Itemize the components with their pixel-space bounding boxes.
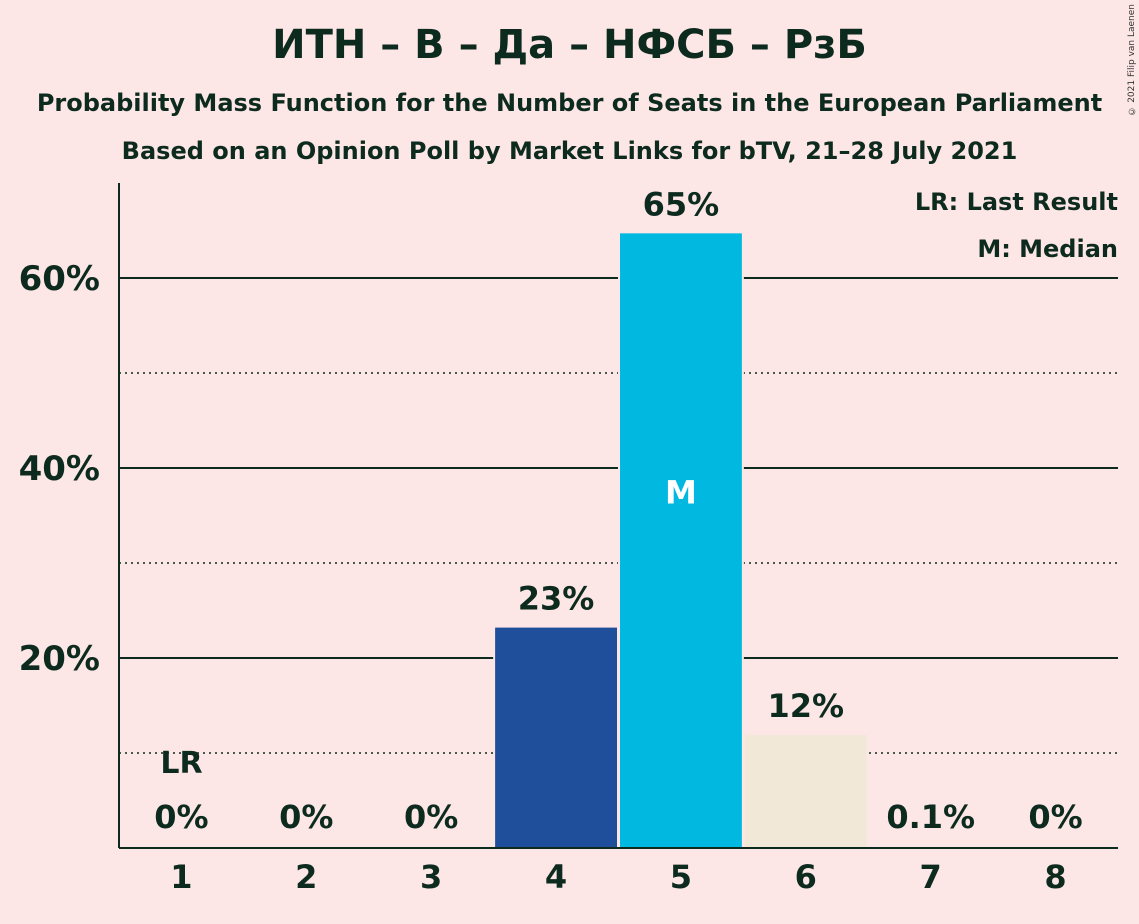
bar <box>495 627 617 848</box>
bar <box>744 734 867 848</box>
y-tick-label: 40% <box>19 449 100 489</box>
bar-value-label: 0% <box>1028 798 1082 836</box>
last-result-marker: LR <box>160 746 202 781</box>
axes <box>118 183 1118 849</box>
y-tick-label: 60% <box>19 259 100 299</box>
x-tick-label: 6 <box>795 858 817 896</box>
chart-subtitle: Probability Mass Function for the Number… <box>36 89 1103 117</box>
bar-value-label: 0% <box>279 798 333 836</box>
bar-value-label: 0% <box>404 798 458 836</box>
x-tick-label: 7 <box>920 858 942 896</box>
bar-value-label: 23% <box>518 580 595 618</box>
x-tick-label: 1 <box>170 858 192 896</box>
bar-value-label: 0% <box>154 798 208 836</box>
chart-title: ИТН – В – Да – НФСБ – РзБ <box>272 22 867 68</box>
y-tick-label: 20% <box>19 639 100 679</box>
bar-value-label: 12% <box>768 687 845 725</box>
x-tick-label: 2 <box>295 858 317 896</box>
x-tick-label: 5 <box>670 858 692 896</box>
chart-source: Based on an Opinion Poll by Market Links… <box>121 137 1018 165</box>
x-tick-label: 3 <box>420 858 442 896</box>
x-tick-label: 4 <box>545 858 567 896</box>
bar-value-label: 0.1% <box>886 798 975 836</box>
labels: 0% 1 LR 0% 2 0% 3 23% 4 65% 5 M 12% 6 0.1% 7 0% 8 <box>154 185 1082 896</box>
x-tick-label: 8 <box>1044 858 1066 896</box>
bars <box>493 231 869 849</box>
legend-median: M: Median <box>977 235 1118 263</box>
bar <box>620 233 742 849</box>
bar-value-label: 65% <box>643 185 720 223</box>
median-marker: M <box>665 474 697 512</box>
legend-last-result: LR: Last Result <box>915 188 1118 216</box>
